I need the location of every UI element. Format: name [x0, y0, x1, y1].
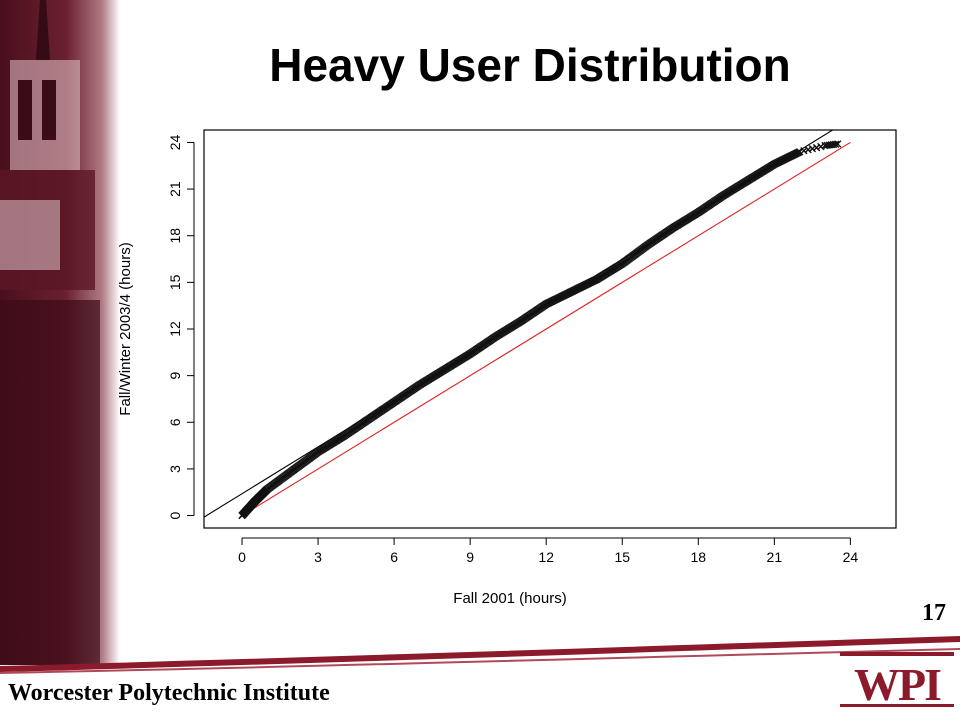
- data-point: [804, 145, 812, 154]
- plot-frame: [203, 129, 897, 529]
- data-point: [817, 142, 825, 151]
- x-tick-label: 24: [843, 549, 859, 565]
- data-point: [831, 140, 840, 148]
- x-tick-label: 15: [614, 549, 630, 565]
- page-number: 17: [922, 600, 946, 626]
- campus-tower-photo: [0, 0, 120, 665]
- y-tick-label: 18: [167, 228, 183, 244]
- slide-title: Heavy User Distribution: [269, 39, 791, 91]
- y-tick-label: 0: [167, 511, 183, 519]
- x-tick-label: 12: [538, 549, 554, 565]
- data-point: [808, 144, 817, 153]
- y-tick-label: 12: [167, 321, 183, 337]
- wpi-logo-text: WPI: [854, 659, 941, 710]
- x-axis-label: Fall 2001 (hours): [453, 590, 566, 607]
- y-tick-label: 21: [167, 181, 183, 197]
- data-point: [800, 147, 808, 155]
- y-axis-label: Fall/Winter 2003/4 (hours): [117, 242, 134, 415]
- y-tick-label: 6: [167, 418, 183, 426]
- x-tick-label: 18: [690, 549, 706, 565]
- y-tick-label: 24: [167, 134, 183, 150]
- y-tick-label: 3: [167, 465, 183, 473]
- x-tick-label: 3: [314, 549, 322, 565]
- x-tick-label: 0: [238, 549, 246, 565]
- qq-plot: 0 3 6 9 12 15 18 21 24 0 3 6 9 12 15 18 21 24 Fall 2001 …: [110, 120, 910, 620]
- footer-institution: Worcester Polytechnic Institute: [8, 680, 330, 706]
- x-tick-label: 6: [390, 549, 398, 565]
- x-tick-label: 9: [466, 549, 474, 565]
- y-tick-label: 15: [167, 274, 183, 290]
- data-point: [834, 140, 842, 148]
- data-point: [795, 148, 804, 156]
- chart-svg: 0 3 6 9 12 15 18 21 24 0 3 6 9 12 15 18 21 24 Fall 2001 …: [117, 129, 897, 607]
- x-tick-label: 21: [767, 549, 783, 565]
- wpi-logo: WPI: [838, 648, 956, 710]
- reference-line-identity: [241, 141, 851, 517]
- y-tick-label: 9: [167, 372, 183, 380]
- footer-swoosh: [0, 636, 960, 674]
- data-point: [812, 143, 821, 152]
